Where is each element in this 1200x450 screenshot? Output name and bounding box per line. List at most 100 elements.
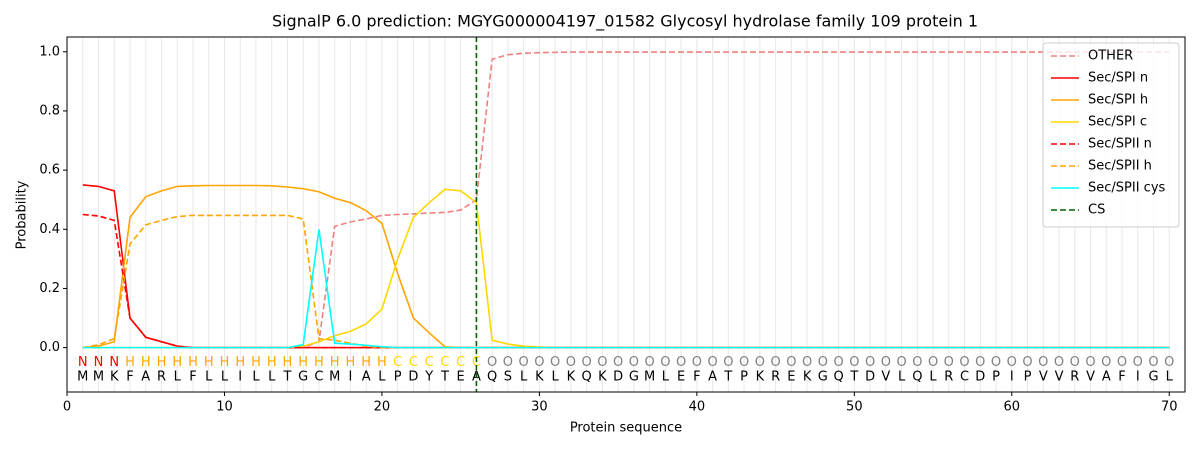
residue: Y	[424, 370, 433, 385]
region-label: O	[1038, 355, 1048, 370]
region-label: N	[109, 355, 119, 370]
residue: I	[238, 370, 242, 385]
residue: G	[1148, 370, 1158, 385]
region-label: N	[78, 355, 88, 370]
residue: P	[992, 370, 1000, 385]
residue: P	[740, 370, 748, 385]
region-label: O	[944, 355, 954, 370]
region-label: O	[1054, 355, 1064, 370]
y-tick-label: 0.6	[39, 163, 60, 178]
residue: D	[408, 370, 418, 385]
x-tick-label: 70	[1161, 400, 1178, 415]
region-label: H	[330, 355, 340, 370]
region-label: O	[550, 355, 560, 370]
residue: I	[1010, 370, 1014, 385]
region-label: O	[566, 355, 576, 370]
residue: E	[787, 370, 795, 385]
series-line	[82, 229, 1170, 349]
region-label: H	[346, 355, 356, 370]
region-label: C	[409, 355, 418, 370]
region-label: H	[361, 355, 371, 370]
residue: V	[1039, 370, 1048, 385]
region-label: O	[629, 355, 639, 370]
residue: R	[157, 370, 166, 385]
y-tick-label: 1.0	[39, 44, 60, 59]
legend-label: Sec/SPII cys	[1088, 181, 1166, 196]
region-label: H	[125, 355, 135, 370]
residue: K	[535, 370, 544, 385]
region-label: O	[723, 355, 733, 370]
x-tick-label: 30	[531, 400, 548, 415]
region-label: O	[991, 355, 1001, 370]
region-label: O	[928, 355, 938, 370]
residue: G	[629, 370, 639, 385]
residue: L	[252, 370, 260, 385]
residue: T	[440, 370, 449, 385]
region-label: H	[204, 355, 214, 370]
region-label: O	[802, 355, 812, 370]
region-label: O	[959, 355, 969, 370]
residue: F	[189, 370, 196, 385]
y-tick-label: 0.4	[39, 222, 60, 237]
residue: L	[378, 370, 386, 385]
y-axis-label: Probability	[15, 180, 30, 249]
residue: G	[818, 370, 828, 385]
residue: I	[1136, 370, 1140, 385]
region-label: O	[1070, 355, 1080, 370]
region-label: O	[786, 355, 796, 370]
residue: R	[1070, 370, 1079, 385]
residue: L	[662, 370, 670, 385]
residue: M	[644, 370, 655, 385]
region-label: H	[283, 355, 293, 370]
legend-label: OTHER	[1088, 49, 1133, 64]
y-tick-label: 0.8	[39, 103, 60, 118]
region-label: O	[833, 355, 843, 370]
residue: L	[929, 370, 937, 385]
residue: Q	[833, 370, 843, 385]
region-label: H	[188, 355, 198, 370]
residue: T	[282, 370, 291, 385]
x-tick-label: 50	[846, 400, 863, 415]
region-label: O	[582, 355, 592, 370]
residue: L	[898, 370, 906, 385]
region-label: H	[220, 355, 230, 370]
region-label: O	[881, 355, 891, 370]
region-label: H	[377, 355, 387, 370]
region-label: H	[298, 355, 308, 370]
residue: T	[723, 370, 732, 385]
chart-title: SignalP 6.0 prediction: MGYG000004197_01…	[272, 12, 978, 32]
region-label: O	[660, 355, 670, 370]
x-tick-label: 20	[374, 400, 391, 415]
residue: V	[1086, 370, 1095, 385]
region-label: O	[1164, 355, 1174, 370]
x-tick-label: 10	[216, 400, 233, 415]
x-tick-label: 0	[63, 400, 71, 415]
region-label: O	[645, 355, 655, 370]
residue: P	[1024, 370, 1032, 385]
y-tick-label: 0.2	[39, 281, 60, 296]
residue: G	[298, 370, 308, 385]
region-label: H	[141, 355, 151, 370]
region-label: O	[1101, 355, 1111, 370]
legend-label: Sec/SPI h	[1088, 93, 1148, 108]
residue: C	[314, 370, 323, 385]
region-label: O	[503, 355, 513, 370]
region-label: O	[975, 355, 985, 370]
residue: Q	[487, 370, 497, 385]
region-label: N	[94, 355, 104, 370]
region-label: C	[425, 355, 434, 370]
region-label: O	[613, 355, 623, 370]
residue: M	[93, 370, 104, 385]
region-label: O	[519, 355, 529, 370]
residue: M	[329, 370, 340, 385]
region-label: H	[235, 355, 245, 370]
residue: E	[677, 370, 685, 385]
residue: L	[268, 370, 276, 385]
residue: S	[504, 370, 512, 385]
residue: K	[756, 370, 765, 385]
residue: L	[221, 370, 229, 385]
residue: C	[960, 370, 969, 385]
residue: V	[881, 370, 890, 385]
plot-frame	[66, 36, 1186, 393]
residue: K	[598, 370, 607, 385]
